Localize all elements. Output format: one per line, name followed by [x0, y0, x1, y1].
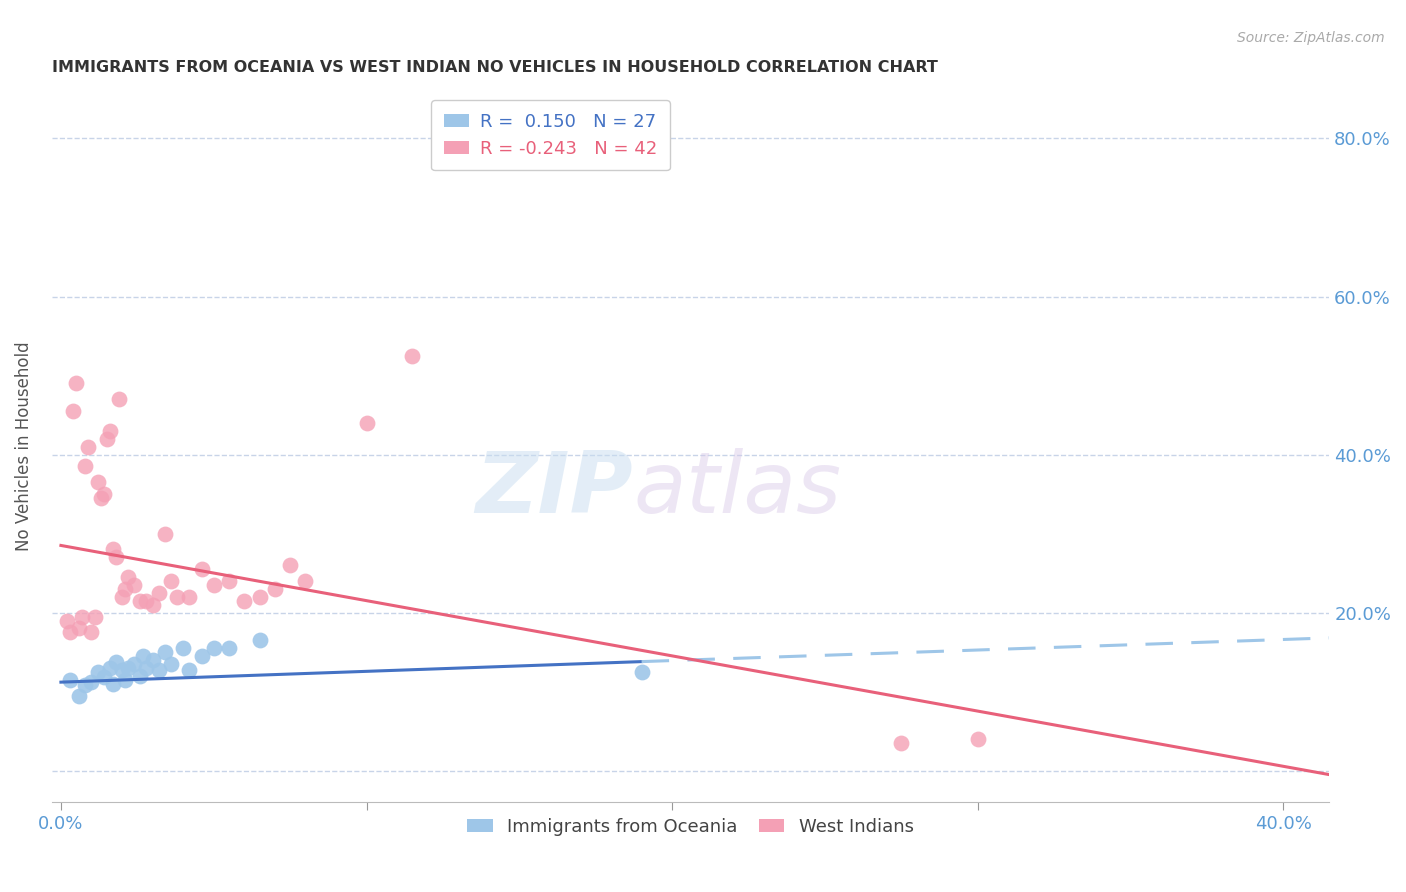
Point [117, 570, 139, 584]
Point [142, 653, 165, 667]
Point [135, 661, 157, 675]
Point [132, 649, 155, 664]
Point [86, 665, 108, 679]
Point [122, 578, 145, 592]
Point [263, 582, 285, 596]
Point [190, 562, 212, 576]
Point [77, 440, 100, 454]
Point [148, 663, 170, 677]
Point [101, 677, 124, 691]
Point [59, 625, 82, 640]
Legend: Immigrants from Oceania, West Indians: Immigrants from Oceania, West Indians [460, 811, 921, 843]
Point [114, 582, 136, 596]
Point [202, 641, 225, 656]
Point [166, 590, 188, 604]
Point [62, 404, 84, 418]
Point [111, 590, 134, 604]
Point [67, 622, 90, 636]
Point [153, 645, 176, 659]
Point [80, 625, 103, 640]
Point [93, 670, 115, 684]
Point [59, 673, 82, 687]
Point [179, 663, 201, 677]
Point [129, 593, 152, 607]
Point [117, 661, 139, 675]
Text: IMMIGRANTS FROM OCEANIA VS WEST INDIAN NO VEHICLES IN HOUSEHOLD CORRELATION CHAR: IMMIGRANTS FROM OCEANIA VS WEST INDIAN N… [52, 60, 938, 75]
Point [65, 376, 87, 391]
Point [98, 661, 121, 675]
Text: Source: ZipAtlas.com: Source: ZipAtlas.com [1237, 31, 1385, 45]
Point [83, 609, 105, 624]
Point [111, 663, 134, 677]
Point [108, 392, 131, 407]
Point [72, 609, 94, 624]
Point [966, 732, 988, 747]
Point [98, 424, 121, 438]
Point [114, 673, 136, 687]
Text: atlas: atlas [633, 448, 841, 531]
Point [249, 633, 271, 648]
Point [172, 641, 194, 656]
Point [135, 593, 157, 607]
Point [148, 586, 170, 600]
Point [142, 598, 165, 612]
Point [202, 578, 225, 592]
Point [86, 475, 108, 490]
Point [218, 574, 240, 588]
Point [160, 657, 183, 671]
Point [90, 491, 112, 505]
Point [233, 593, 256, 607]
Point [80, 675, 103, 690]
Point [104, 655, 127, 669]
Text: ZIP: ZIP [475, 448, 633, 531]
Point [218, 641, 240, 656]
Point [101, 542, 124, 557]
Point [179, 590, 201, 604]
Point [630, 665, 652, 679]
Point [75, 459, 97, 474]
Point [122, 657, 145, 671]
Point [278, 558, 301, 573]
Point [160, 574, 183, 588]
Y-axis label: No Vehicles in Household: No Vehicles in Household [15, 342, 32, 551]
Point [249, 590, 271, 604]
Point [190, 649, 212, 664]
Point [294, 574, 316, 588]
Point [890, 736, 912, 750]
Point [75, 678, 97, 692]
Point [67, 689, 90, 703]
Point [153, 526, 176, 541]
Point [96, 432, 118, 446]
Point [56, 614, 79, 628]
Point [356, 416, 378, 430]
Point [401, 349, 423, 363]
Point [129, 669, 152, 683]
Point [104, 550, 127, 565]
Point [93, 487, 115, 501]
